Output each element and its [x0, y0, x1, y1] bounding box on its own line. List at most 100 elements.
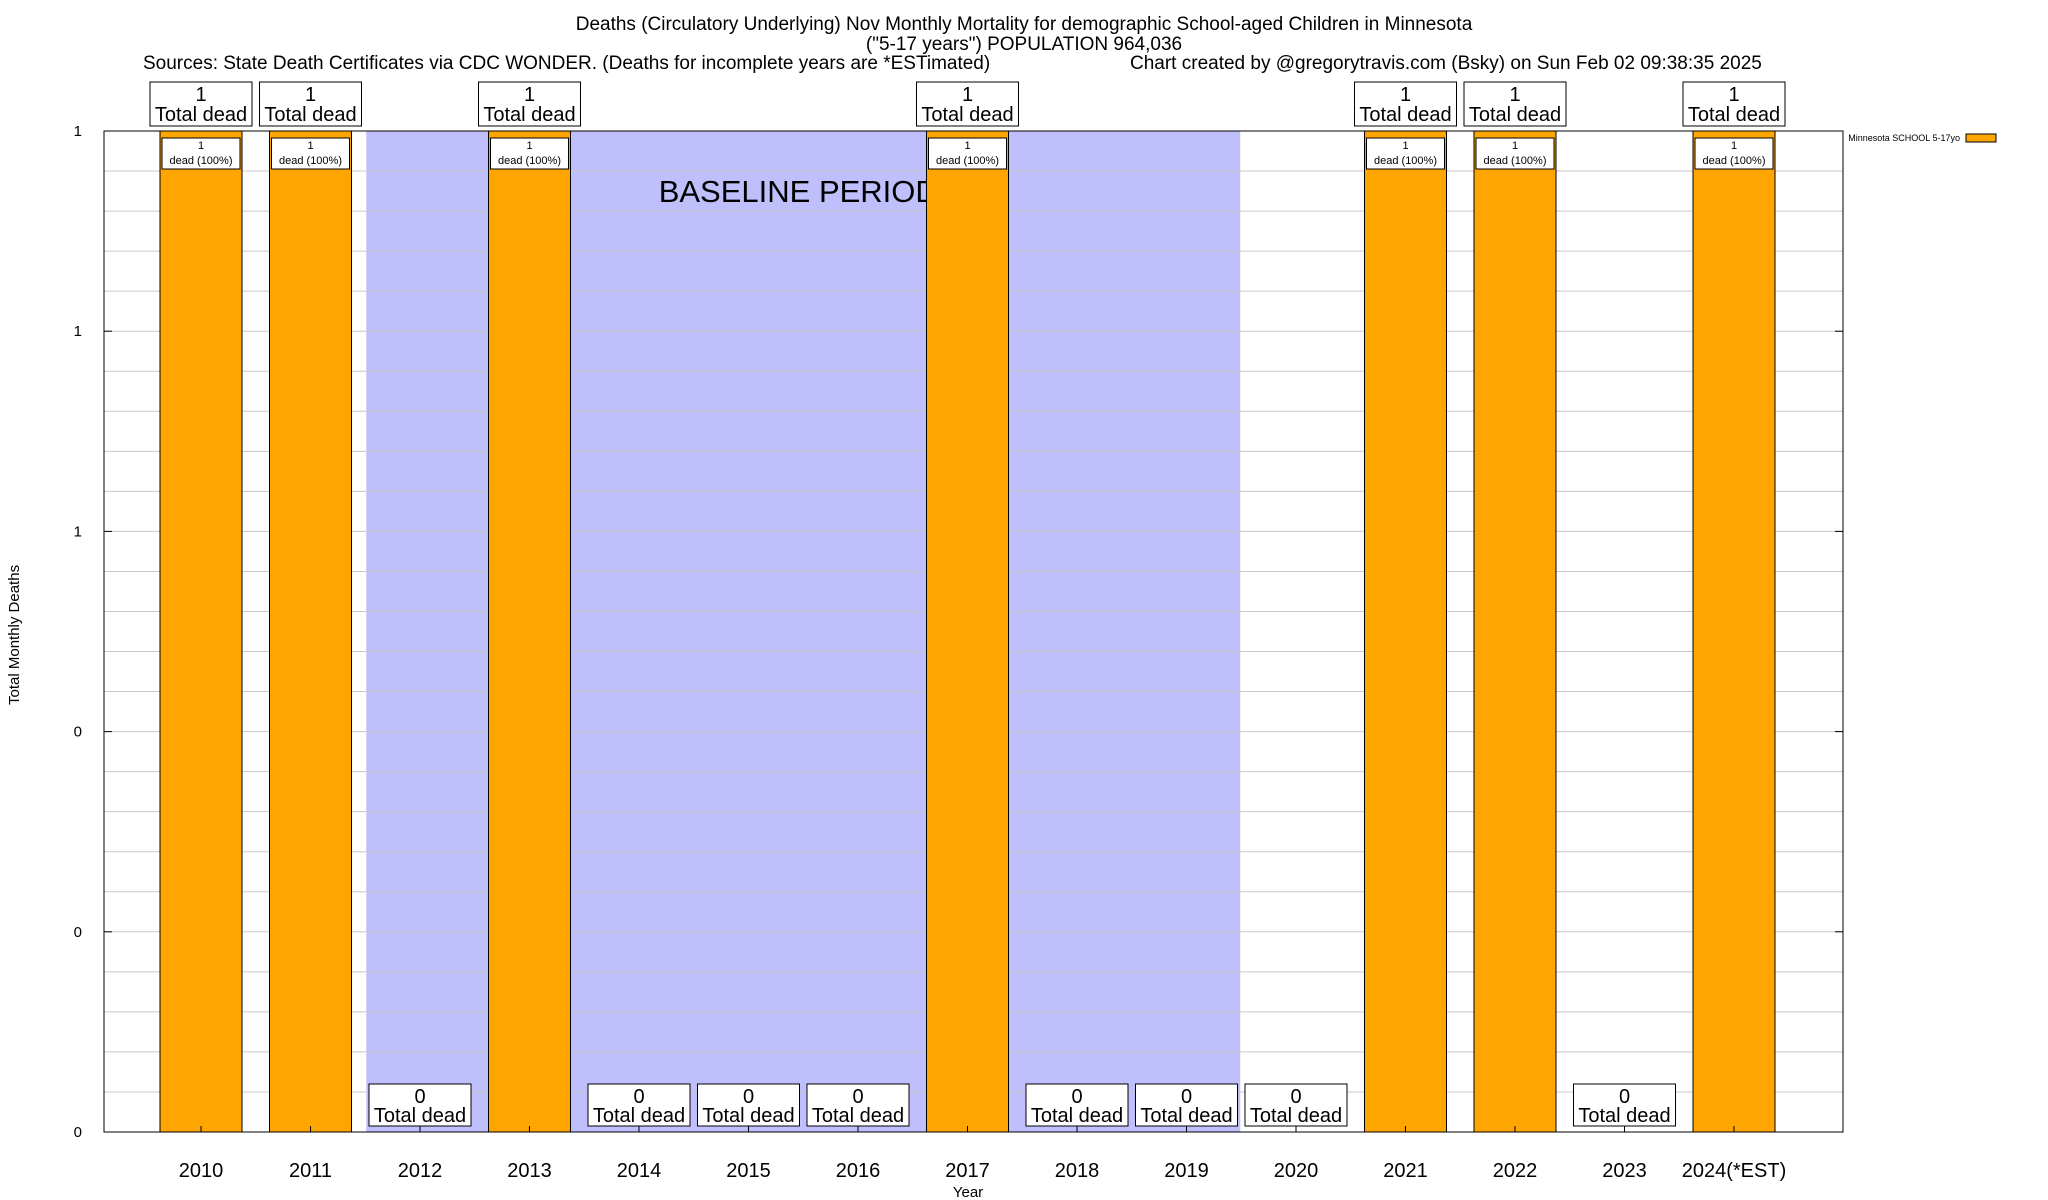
y-tick-label: 1	[74, 323, 82, 340]
bar-label-text: dead (100%)	[498, 155, 561, 167]
bar-label-value: 1	[1402, 140, 1408, 152]
total-label-value: 1	[1509, 84, 1520, 106]
total-label-text: Total dead	[1250, 1105, 1342, 1127]
x-tick-label: 2013	[507, 1160, 552, 1182]
total-label-box	[259, 81, 362, 127]
total-label-text: Total dead	[1688, 104, 1780, 126]
bar-2021	[1364, 130, 1447, 1133]
bar-label-text: dead (100%)	[936, 155, 999, 167]
x-tick-label: 2010	[179, 1160, 224, 1182]
total-label-value: 0	[1181, 1086, 1192, 1108]
total-label-text: Total dead	[1359, 104, 1451, 126]
bar-label-value: 1	[307, 140, 313, 152]
x-tick-label: 2018	[1055, 1160, 1100, 1182]
total-label-box	[697, 1083, 800, 1127]
bar-label-value: 1	[964, 140, 970, 152]
total-label-text: Total dead	[593, 1105, 685, 1127]
y-tick-label: 1	[74, 123, 82, 140]
y-tick-label: 0	[74, 1124, 82, 1141]
total-label-box	[149, 81, 253, 127]
bar-label-text: dead (100%)	[1374, 155, 1437, 167]
total-label-text: Total dead	[264, 104, 356, 126]
bar-2010	[159, 130, 243, 1133]
bar-label-text: dead (100%)	[1484, 155, 1547, 167]
total-label-text: Total dead	[1140, 1105, 1232, 1127]
bar-label-box	[271, 137, 350, 170]
bar-label-box	[161, 137, 241, 170]
total-label-text: Total dead	[812, 1105, 904, 1127]
total-label-box	[1135, 1083, 1238, 1127]
total-label-value: 1	[1728, 84, 1739, 106]
total-label-text: Total dead	[1578, 1105, 1670, 1127]
total-label-value: 0	[633, 1086, 644, 1108]
bar-2022	[1473, 130, 1557, 1133]
x-tick-label: 2020	[1274, 1160, 1319, 1182]
total-label-box	[1463, 81, 1567, 127]
x-tick-label: 2023	[1602, 1160, 1647, 1182]
chart-subtitle: ("5-17 years") POPULATION 964,036	[865, 34, 1183, 55]
total-label-value: 1	[524, 84, 535, 106]
total-label-value: 0	[852, 1086, 863, 1108]
x-tick-label: 2019	[1164, 1160, 1209, 1182]
baseline-annotation: BASELINE PERIOD	[659, 174, 938, 209]
bar-label-box	[1366, 137, 1445, 170]
total-label-text: Total dead	[483, 104, 575, 126]
bar-label-box	[928, 137, 1007, 170]
bar-2011	[269, 130, 352, 1133]
bar-label-box	[490, 137, 569, 170]
plot-border	[103, 130, 1844, 1133]
bar-label-text: dead (100%)	[1703, 155, 1766, 167]
total-label-value: 1	[195, 84, 206, 106]
bar-label-value: 1	[526, 140, 532, 152]
legend-label: Minnesota SCHOOL 5-17yo	[1848, 133, 1960, 143]
total-label-value: 1	[305, 84, 316, 106]
total-label-text: Total dead	[1031, 1105, 1123, 1127]
x-tick-label: 2022	[1493, 1160, 1538, 1182]
legend-swatch	[1965, 133, 1997, 143]
bar-2013	[488, 130, 571, 1133]
x-tick-label: 2016	[836, 1160, 881, 1182]
total-label-value: 1	[1400, 84, 1411, 106]
total-label-text: Total dead	[374, 1105, 466, 1127]
total-label-box	[368, 1083, 472, 1127]
bar-2017	[926, 130, 1009, 1133]
bar-label-value: 1	[1512, 140, 1518, 152]
bar-label-text: dead (100%)	[279, 155, 342, 167]
total-label-box	[1025, 1083, 1129, 1127]
bar-label-text: dead (100%)	[170, 155, 233, 167]
total-label-box	[916, 81, 1019, 127]
x-tick-label: 2021	[1383, 1160, 1428, 1182]
x-tick-label: 2011	[289, 1160, 332, 1182]
x-tick-label: 2024(*EST)	[1682, 1160, 1787, 1182]
total-label-text: Total dead	[921, 104, 1013, 126]
bar-label-value: 1	[198, 140, 204, 152]
x-tick-label: 2015	[726, 1160, 771, 1182]
total-label-box	[1682, 81, 1786, 127]
total-label-box	[1354, 81, 1457, 127]
bar-2024(*EST)	[1692, 130, 1776, 1133]
total-label-text: Total dead	[155, 104, 247, 126]
total-label-text: Total dead	[702, 1105, 794, 1127]
total-label-value: 0	[1290, 1086, 1301, 1108]
chart-title: Deaths (Circulatory Underlying) Nov Mont…	[575, 14, 1473, 35]
total-label-box	[806, 1083, 910, 1127]
bar-label-value: 1	[1731, 140, 1737, 152]
total-label-box	[478, 81, 581, 127]
total-label-box	[1244, 1083, 1348, 1127]
total-label-box	[587, 1083, 691, 1127]
total-label-value: 1	[962, 84, 973, 106]
bar-label-box	[1475, 137, 1555, 170]
x-axis-label: Year	[953, 1184, 983, 1200]
total-label-value: 0	[743, 1086, 754, 1108]
total-label-value: 0	[1071, 1086, 1082, 1108]
total-label-text: Total dead	[1469, 104, 1561, 126]
chart-credit: Chart created by @gregorytravis.com (Bsk…	[1130, 53, 1762, 74]
chart-sources: Sources: State Death Certificates via CD…	[143, 53, 991, 74]
bar-label-box	[1694, 137, 1774, 170]
y-tick-label: 1	[74, 523, 82, 540]
x-tick-label: 2012	[398, 1160, 443, 1182]
total-label-value: 0	[414, 1086, 425, 1108]
total-label-box	[1573, 1083, 1676, 1127]
x-tick-label: 2014	[617, 1160, 662, 1182]
